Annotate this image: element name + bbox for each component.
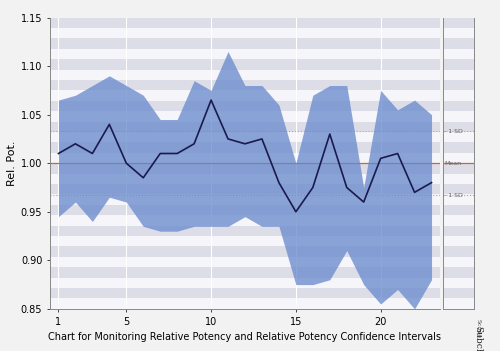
Bar <box>50 121 440 132</box>
Text: - 1 SD: - 1 SD <box>444 193 463 198</box>
Bar <box>50 49 440 59</box>
Bar <box>442 184 474 194</box>
Bar <box>50 257 440 267</box>
Bar <box>442 59 474 69</box>
Bar <box>442 143 474 153</box>
Bar <box>50 236 440 246</box>
Bar <box>442 121 474 132</box>
Bar <box>50 288 440 298</box>
Bar <box>442 132 474 143</box>
Bar <box>442 49 474 59</box>
Bar <box>50 174 440 184</box>
Bar <box>442 80 474 91</box>
Bar <box>442 90 474 101</box>
Text: Scope:: Scope: <box>476 319 480 341</box>
Bar <box>442 246 474 257</box>
Bar <box>442 111 474 121</box>
Bar <box>50 267 440 278</box>
Bar <box>442 153 474 163</box>
Bar <box>50 111 440 121</box>
Bar <box>50 18 440 28</box>
Bar <box>442 69 474 80</box>
Bar <box>442 38 474 49</box>
Bar <box>442 298 474 309</box>
Bar <box>50 194 440 205</box>
Bar <box>50 28 440 38</box>
Bar <box>442 163 474 174</box>
X-axis label: Chart for Monitoring Relative Potency and Relative Potency Confidence Intervals: Chart for Monitoring Relative Potency an… <box>48 332 442 342</box>
Bar <box>442 101 474 111</box>
Bar <box>442 267 474 278</box>
Bar <box>50 143 440 153</box>
Bar <box>442 18 474 28</box>
Bar <box>50 69 440 80</box>
Bar <box>50 101 440 111</box>
Bar <box>50 215 440 226</box>
Bar <box>50 205 440 215</box>
Bar <box>50 90 440 101</box>
Bar <box>442 226 474 236</box>
Bar <box>442 174 474 184</box>
Bar <box>50 298 440 309</box>
Bar <box>442 205 474 215</box>
Bar <box>442 236 474 246</box>
Bar <box>442 288 474 298</box>
Bar <box>442 194 474 205</box>
Bar <box>50 163 440 174</box>
Text: Mean: Mean <box>444 161 461 166</box>
Bar <box>442 257 474 267</box>
Bar <box>50 38 440 49</box>
Bar <box>50 153 440 163</box>
Bar <box>50 278 440 288</box>
Bar <box>442 28 474 38</box>
Bar <box>50 132 440 143</box>
Bar <box>50 246 440 257</box>
Y-axis label: Rel. Pot.: Rel. Pot. <box>6 140 16 186</box>
Bar <box>50 184 440 194</box>
Bar <box>50 59 440 69</box>
Bar <box>442 215 474 226</box>
Bar <box>50 226 440 236</box>
Text: - 1 SD: - 1 SD <box>444 129 463 134</box>
Bar <box>50 80 440 91</box>
Bar <box>442 278 474 288</box>
Text: Subchart: Subchart <box>474 326 482 351</box>
